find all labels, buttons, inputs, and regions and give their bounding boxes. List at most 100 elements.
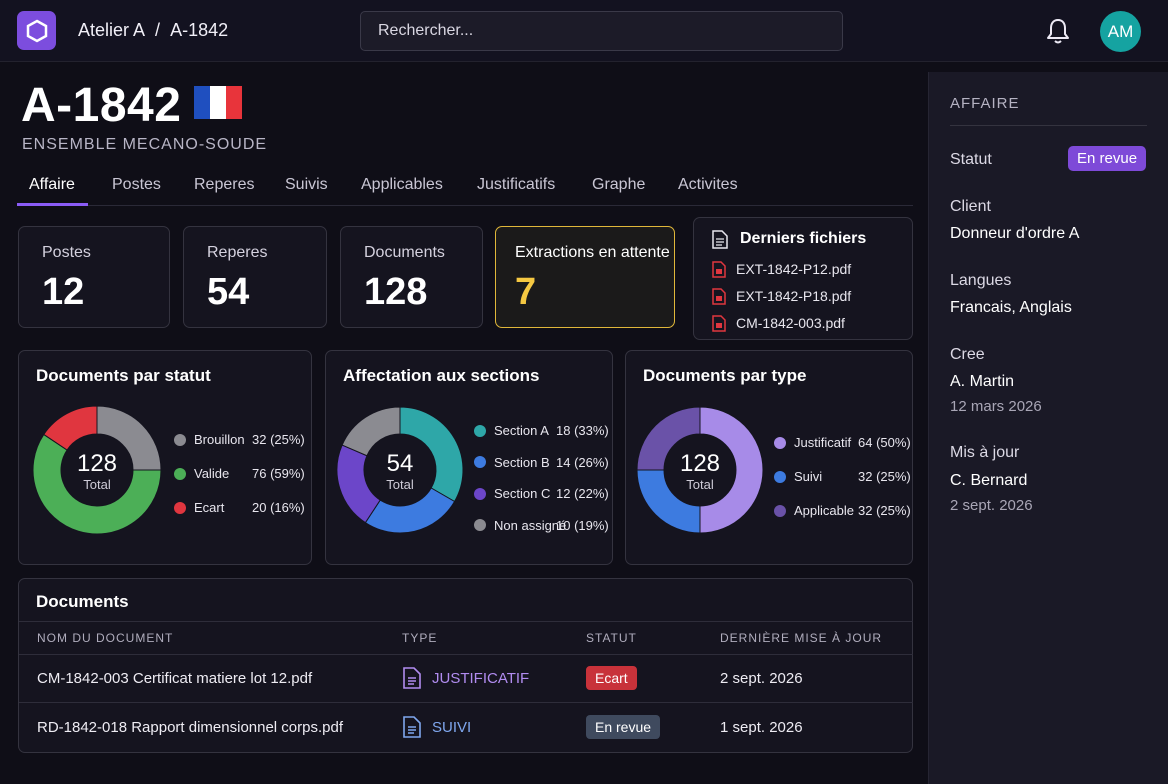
tab-applicables[interactable]: Applicables [361,176,443,193]
legend-value: 14 (26%) [556,454,609,470]
stat-label: Reperes [207,244,268,261]
legend-label: Suivi [794,469,823,484]
chart-card-types: Documents par type 128 Total Justificatif 6… [625,350,913,565]
stat-label: Extractions en attente [515,244,670,261]
legend-label: Applicable [794,503,854,518]
stat-card-reperes[interactable]: Reperes 54 [183,226,327,328]
legend-swatch [474,424,486,437]
legend-swatch [474,487,486,500]
column-header-updated[interactable]: DERNIÈRE MISE À JOUR [720,631,883,645]
tab-graphe[interactable]: Graphe [592,176,646,193]
tab-postes[interactable]: Postes [112,176,161,193]
recent-file-item[interactable]: EXT-1842-P12.pdf [712,259,851,279]
tab-bar: Affaire Postes Reperes Suivis Applicable… [17,170,913,206]
chart-card-status: Documents par statut 128 Total Brouillon 32… [18,350,312,565]
breadcrumb-reference[interactable]: A-1842 [170,20,229,40]
document-name[interactable]: RD-1842-018 Rapport dimensionnel corps.p… [37,719,344,736]
active-tab-indicator [17,203,88,206]
legend-item[interactable]: Justificatif [774,435,851,450]
legend-item[interactable]: Brouillon [174,432,245,447]
breadcrumb-separator: / [155,20,161,40]
legend-swatch [174,467,186,480]
donut-slice[interactable] [32,433,162,535]
donut-total-value: 128 [680,450,720,477]
status-badge: En revue [586,715,661,739]
column-header-status[interactable]: STATUT [586,631,637,645]
recent-file-item[interactable]: EXT-1842-P18.pdf [712,286,851,306]
document-type: SUIVI [432,719,472,736]
tab-activites[interactable]: Activites [678,176,738,193]
legend-label: Section C [494,486,551,501]
created-label: Cree [950,346,985,363]
languages-value: Francais, Anglais [950,299,1072,316]
updated-date: 2 sept. 2026 [950,497,1033,514]
legend-item[interactable]: Non assigné [474,518,566,533]
stat-card-pending-extractions[interactable]: Extractions en attente 7 [495,226,675,328]
tab-suivis[interactable]: Suivis [285,176,328,193]
donut-slice[interactable] [699,406,764,534]
donut-total-label: Total [686,477,714,492]
stat-card-postes[interactable]: Postes 12 [18,226,170,328]
status-badge: En revue [1068,146,1147,171]
legend-label: Brouillon [194,432,245,447]
app-logo[interactable] [17,11,56,50]
page-title: A-1842 [21,79,182,132]
recent-file-name: EXT-1842-P12.pdf [736,261,852,277]
recent-file-item[interactable]: CM-1842-003.pdf [712,313,845,333]
user-avatar[interactable]: AM [1100,11,1141,52]
legend-label: Ecart [194,500,225,515]
donut-total-label: Total [83,477,111,492]
client-label: Client [950,198,991,215]
bell-icon[interactable] [1045,17,1071,45]
panel-heading: AFFAIRE [950,95,1020,112]
donut-slice[interactable] [43,405,98,451]
divider [19,702,913,703]
donut-total-value: 54 [387,450,414,477]
stat-value: 12 [42,271,85,313]
details-panel: AFFAIRE Statut En revue Client Donneur d… [928,72,1168,784]
chart-title: Documents par type [643,366,807,385]
donut-slice[interactable] [341,406,401,457]
search-input[interactable] [360,11,843,51]
stat-label: Documents [364,244,445,261]
stat-card-documents[interactable]: Documents 128 [340,226,483,328]
document-name[interactable]: CM-1842-003 Certificat matiere lot 12.pd… [37,670,313,687]
stat-value: 54 [207,271,250,313]
legend-item[interactable]: Section A [474,423,549,438]
legend-item[interactable]: Valide [174,466,229,481]
legend-item[interactable]: Applicable [774,503,854,518]
divider [19,621,913,622]
legend-item[interactable]: Section B [474,455,550,470]
tab-affaire[interactable]: Affaire [29,176,75,193]
pdf-icon [712,314,726,332]
page-subtitle: ENSEMBLE MECANO-SOUDE [22,136,268,153]
updated-by: C. Bernard [950,472,1028,489]
tab-justificatifs[interactable]: Justificatifs [477,176,556,193]
legend-label: Valide [194,466,230,481]
legend-swatch [474,456,486,468]
breadcrumb-workshop[interactable]: Atelier A [78,20,146,40]
status-badge: Ecart [586,666,637,690]
legend-value: 10 (19%) [556,517,609,533]
tab-reperes[interactable]: Reperes [194,176,255,193]
column-header-type[interactable]: TYPE [402,631,438,645]
top-bar: Atelier A / A-1842 AM [0,0,1168,62]
donut-slice[interactable] [364,487,456,534]
legend-item[interactable]: Ecart [174,500,224,515]
created-by: A. Martin [950,373,1015,390]
pdf-icon [712,287,726,305]
legend-swatch [474,519,486,531]
legend-item[interactable]: Section C [474,486,550,501]
created-date: 12 mars 2026 [950,398,1042,415]
legend-swatch [774,504,786,517]
donut-slice[interactable] [636,406,701,471]
legend-item[interactable]: Suivi [774,469,822,484]
column-header-name[interactable]: NOM DU DOCUMENT [37,631,174,645]
legend-label: Section B [494,454,550,470]
languages-label: Langues [950,272,1012,289]
document-date: 2 sept. 2026 [720,670,803,687]
legend-label: Justificatif [794,435,852,450]
